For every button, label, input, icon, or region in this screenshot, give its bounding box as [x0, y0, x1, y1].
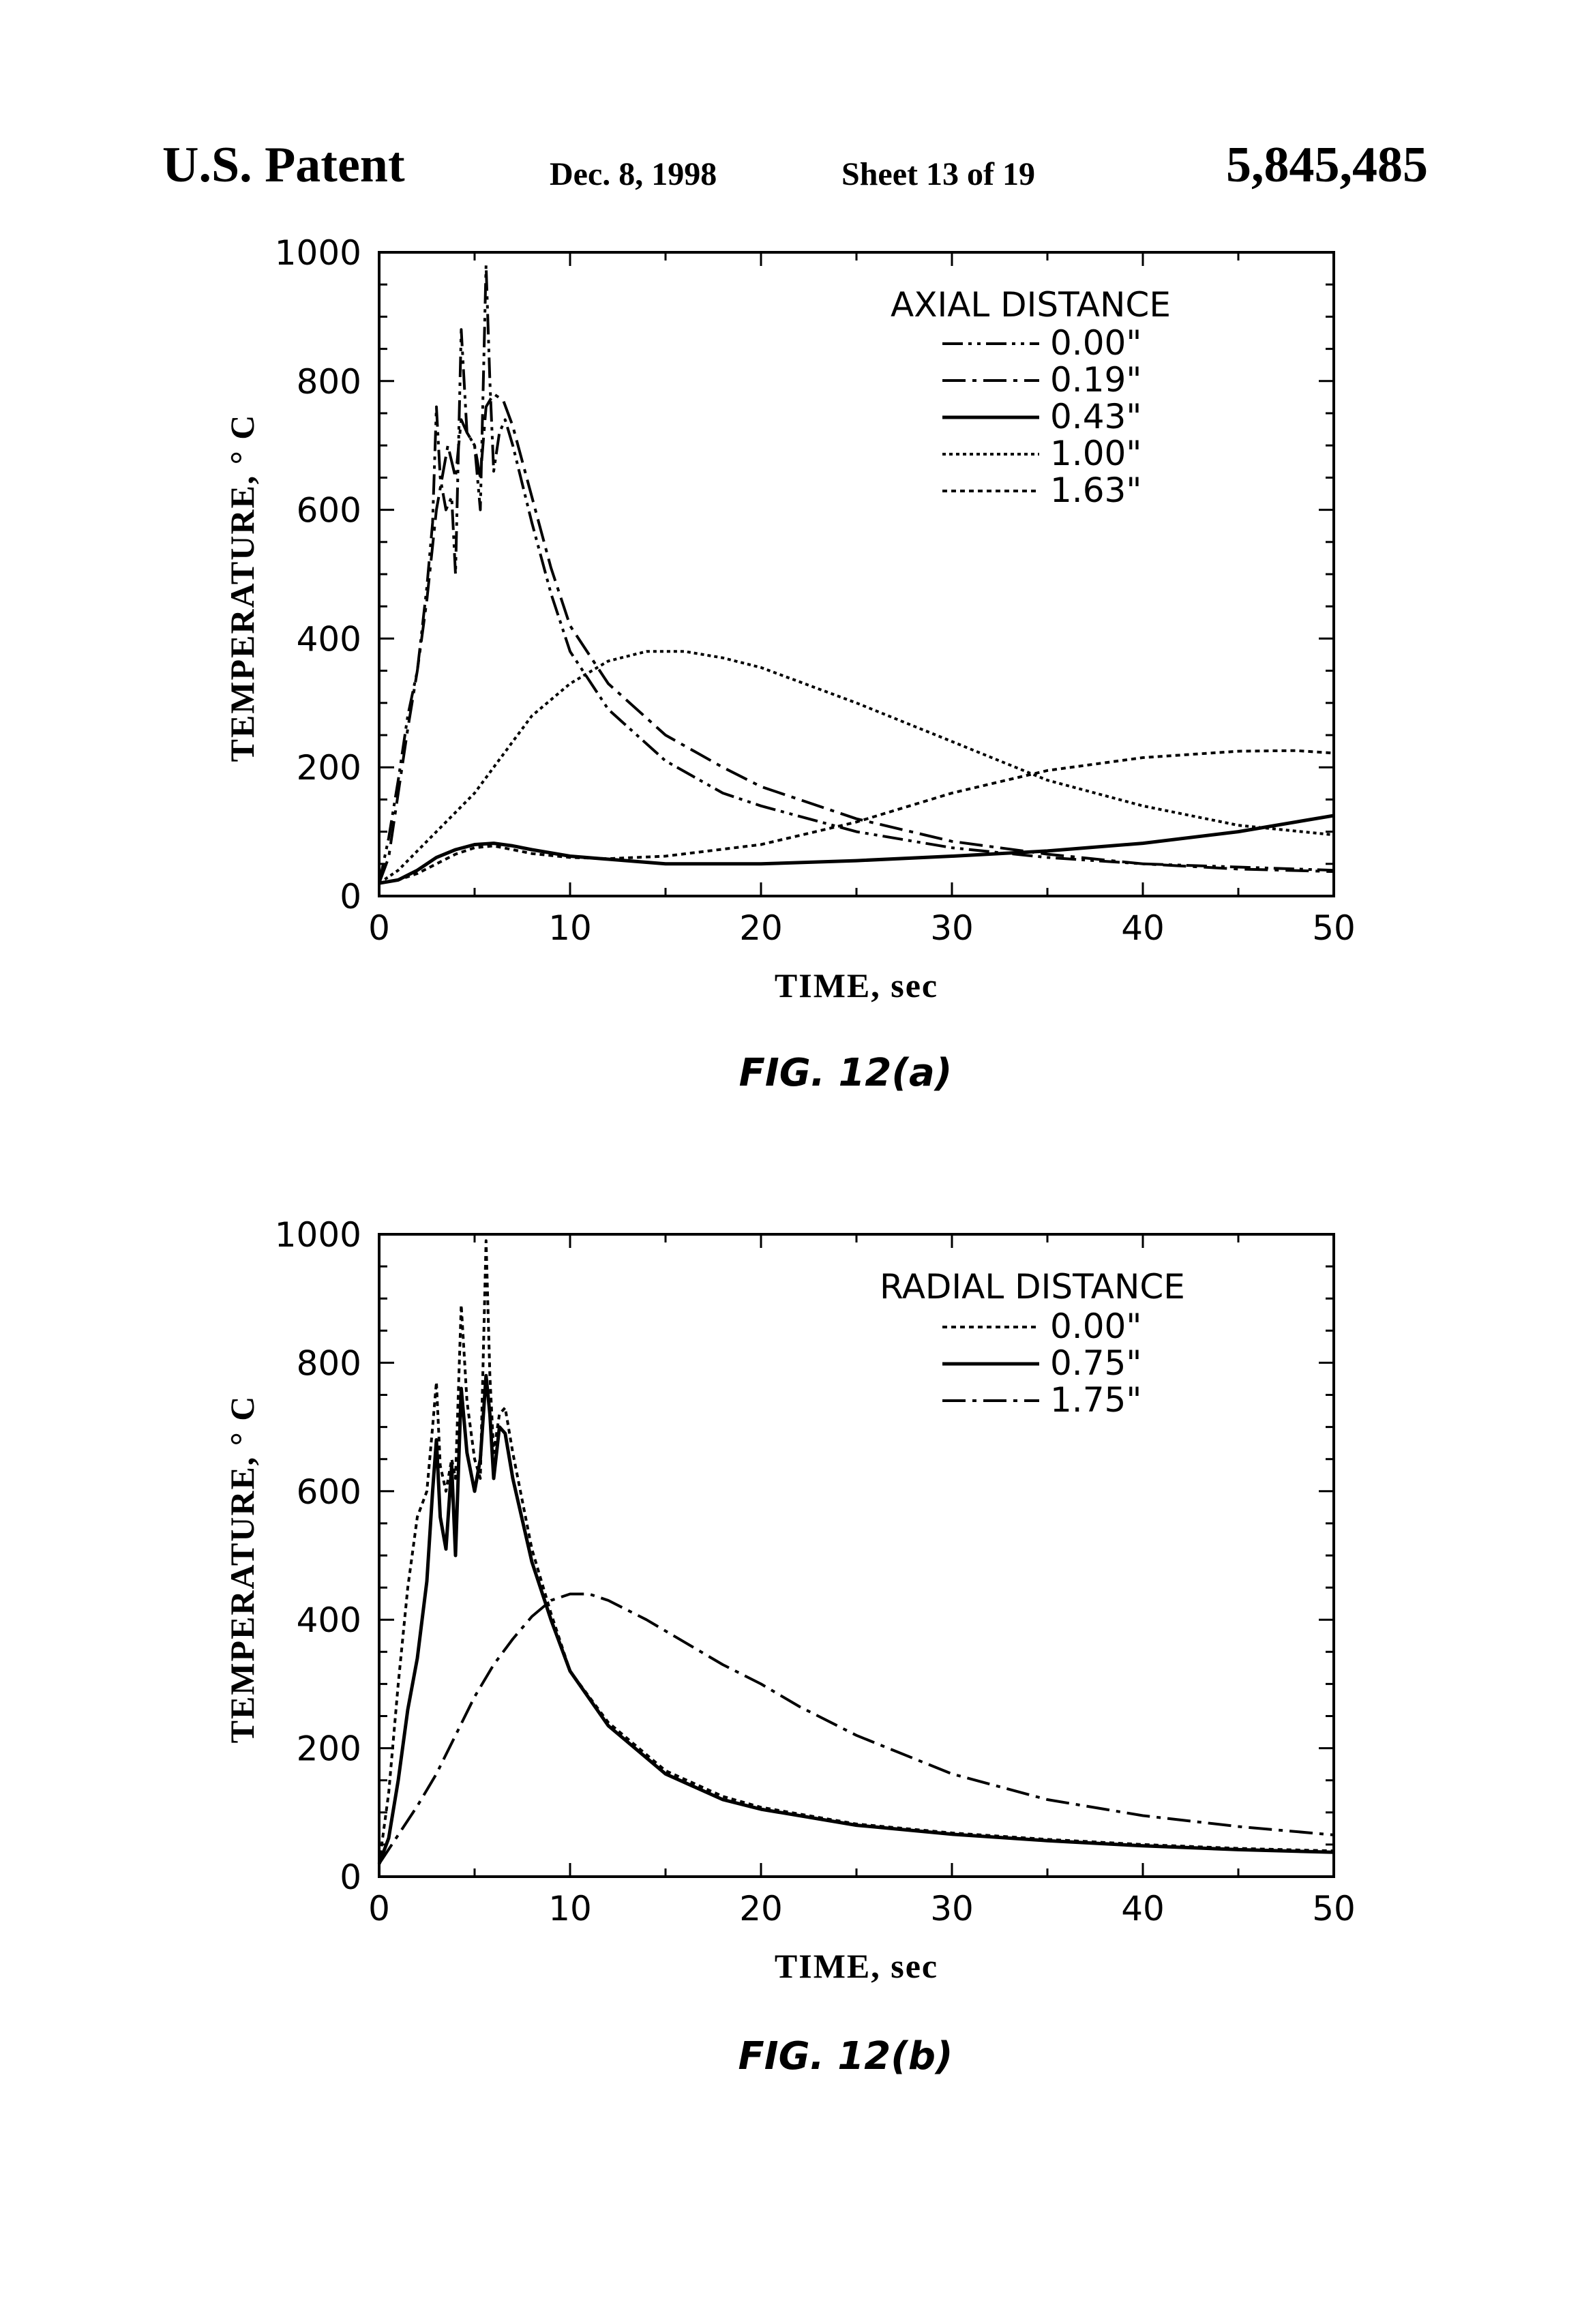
figure-label: FIG. 12(b) [738, 2034, 953, 2079]
series-line-3 [379, 816, 1334, 883]
legend-title: AXIAL DISTANCE [891, 285, 1171, 325]
x-tick-label: 0 [368, 1889, 390, 1928]
legend-entry: 0.43" [1050, 397, 1141, 436]
x-tick-label: 0 [368, 908, 390, 948]
x-axis-label: TIME, sec [775, 1947, 938, 1985]
legend-entry: 0.19" [1050, 360, 1141, 400]
y-tick-label: 1000 [275, 1215, 361, 1255]
legend-entry: 0.75" [1050, 1343, 1141, 1383]
plot-frame [379, 1234, 1334, 1877]
legend-entry: 1.75" [1050, 1380, 1141, 1420]
y-tick-label: 1000 [275, 233, 361, 273]
y-tick-label: 200 [297, 748, 361, 788]
series-line-2 [379, 394, 1334, 883]
legend-entry: 0.00" [1050, 323, 1141, 363]
series-line-1 [379, 1240, 1334, 1864]
x-tick-label: 10 [548, 908, 592, 948]
series-line-5 [379, 751, 1334, 883]
y-tick-label: 800 [297, 362, 361, 402]
x-tick-label: 50 [1312, 1889, 1356, 1928]
plot-frame [379, 252, 1334, 896]
x-tick-label: 30 [930, 1889, 974, 1928]
chart-1: 0 10 20 30 40 50 0 200 400 600 800 1000 TIME, sec TEM… [223, 233, 1356, 1095]
series-line-1 [379, 265, 1334, 883]
legend-entry: 1.00" [1050, 434, 1141, 473]
y-axis-label: TEMPERATURE, ° C [223, 414, 261, 762]
y-axis-label: TEMPERATURE, ° C [223, 1395, 261, 1744]
x-tick-label: 20 [739, 1889, 783, 1928]
y-tick-label: 400 [297, 619, 361, 659]
figure-label: FIG. 12(a) [739, 1051, 953, 1095]
y-tick-label: 400 [297, 1600, 361, 1640]
x-tick-label: 20 [739, 908, 783, 948]
legend-entry: 0.00" [1050, 1307, 1141, 1346]
x-axis-label: TIME, sec [775, 966, 938, 1004]
x-tick-label: 10 [548, 1889, 592, 1928]
y-tick-label: 0 [340, 1858, 361, 1897]
legend-title: RADIAL DISTANCE [880, 1267, 1185, 1307]
legend-entry: 1.63" [1050, 471, 1141, 510]
y-tick-label: 0 [340, 877, 361, 917]
y-tick-label: 600 [297, 1472, 361, 1512]
y-tick-label: 200 [297, 1729, 361, 1769]
y-tick-label: 800 [297, 1343, 361, 1383]
x-tick-label: 30 [930, 908, 974, 948]
x-tick-label: 40 [1121, 1889, 1165, 1928]
y-tick-label: 600 [297, 491, 361, 531]
x-tick-label: 50 [1312, 908, 1356, 948]
series-line-2 [379, 1375, 1334, 1864]
chart-2: 0 10 20 30 40 50 0 200 400 600 800 1000 TIME, sec TEM… [223, 1215, 1356, 2079]
x-tick-label: 40 [1121, 908, 1165, 948]
